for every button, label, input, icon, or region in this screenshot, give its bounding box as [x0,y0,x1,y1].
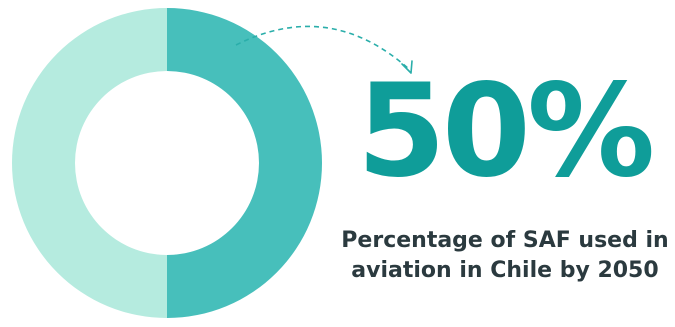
donut-slice-remaining [12,8,167,318]
chart-caption: Percentage of SAF used in aviation in Ch… [341,228,669,283]
donut-chart [12,8,322,318]
donut-slice-filled [167,8,322,318]
arrow-curve [235,25,411,71]
highlight-percentage: 50% [356,57,655,206]
arrow-head [401,60,413,74]
